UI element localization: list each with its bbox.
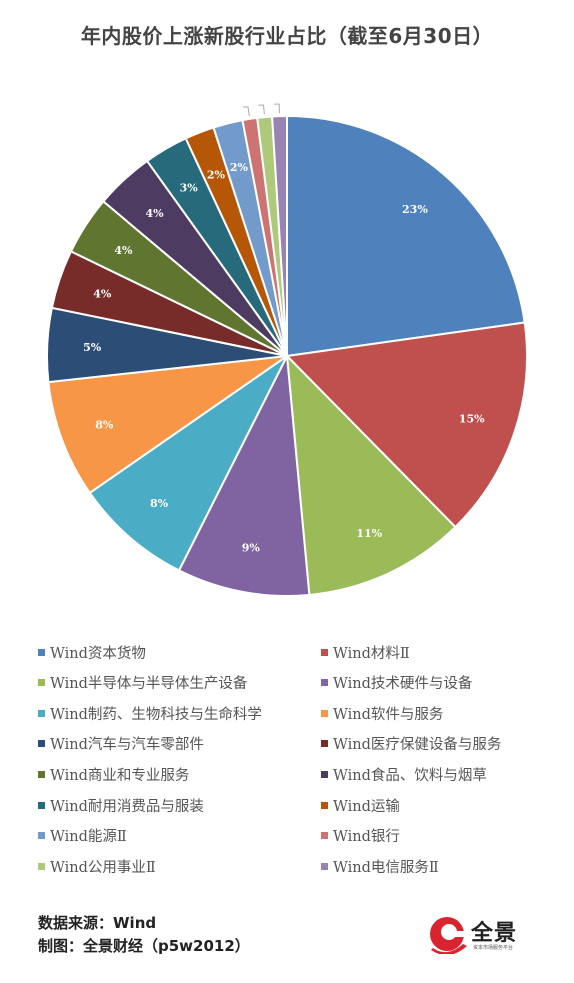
legend-item: Wind公用事业Ⅱ xyxy=(38,855,156,877)
legend-label: Wind资本货物 xyxy=(50,645,146,662)
slice-label: 8% xyxy=(150,497,169,510)
legend-swatch xyxy=(321,801,328,809)
leader-line xyxy=(258,104,265,115)
legend-swatch xyxy=(38,709,45,717)
legend-item: Wind食品、饮料与烟草 xyxy=(321,763,487,785)
pie-slice xyxy=(284,321,528,529)
legend-label: Wind电信服务Ⅱ xyxy=(333,859,439,876)
legend-swatch xyxy=(38,832,45,840)
legend-label: Wind能源Ⅱ xyxy=(50,829,127,846)
leader-line xyxy=(242,106,250,117)
legend-item: Wind资本货物 xyxy=(38,641,146,663)
legend-swatch xyxy=(321,709,328,717)
legend-item: Wind医疗保健设备与服务 xyxy=(321,733,501,755)
pie-slice xyxy=(177,352,311,597)
legend-label: Wind技术硬件与设备 xyxy=(333,676,473,693)
legend-swatch xyxy=(321,862,328,870)
legend-swatch xyxy=(321,832,328,840)
legend-label: Wind运输 xyxy=(333,798,400,815)
legend-label: Wind材料Ⅱ xyxy=(333,645,410,662)
slice-label: 2% xyxy=(207,168,226,181)
legend-item: Wind能源Ⅱ xyxy=(38,825,127,847)
legend-label: Wind公用事业Ⅱ xyxy=(50,859,156,876)
pie-slice xyxy=(47,355,288,495)
pie-chart: 23% 15% 11% 9% 8% 8% 5% 4% 4% 4% 3% 2% 2% xyxy=(46,103,528,597)
legend-label: Wind食品、饮料与烟草 xyxy=(333,767,487,784)
logo-mark-icon xyxy=(430,917,469,954)
legend-swatch xyxy=(321,648,328,656)
legend-item: Wind电信服务Ⅱ xyxy=(321,855,439,877)
legend-swatch xyxy=(38,862,45,870)
legend-swatch xyxy=(321,740,328,748)
pie-slice xyxy=(285,353,457,597)
pie-slice xyxy=(271,114,288,357)
slice-label: 4% xyxy=(146,207,165,220)
legend-label: Wind医疗保健设备与服务 xyxy=(333,737,502,754)
legend-item: Wind制药、生物科技与生命科学 xyxy=(38,702,262,724)
legend-item: Wind商业和专业服务 xyxy=(38,763,189,785)
slice-label: 8% xyxy=(95,418,114,431)
source-note: 数据来源：Wind xyxy=(38,914,157,932)
legend-label: Wind银行 xyxy=(333,829,400,846)
legend-label: Wind半导体与半导体生产设备 xyxy=(50,676,248,693)
slice-label: 9% xyxy=(242,542,261,555)
slice-label: 15% xyxy=(459,413,485,426)
slice-label: 4% xyxy=(93,287,112,300)
legend-swatch xyxy=(38,740,45,748)
legend-item: Wind耐用消费品与服装 xyxy=(38,794,204,816)
slice-label: 4% xyxy=(114,244,133,257)
legend-item: Wind汽车与汽车零部件 xyxy=(38,733,204,755)
slice-label: 2% xyxy=(230,161,249,174)
leader-line xyxy=(274,103,280,114)
slice-label: 5% xyxy=(83,341,102,354)
legend-item: Wind技术硬件与设备 xyxy=(321,672,472,694)
chart-title: 年内股价上涨新股行业占比（截至6月30日） xyxy=(80,24,494,48)
legend-label: Wind耐用消费品与服装 xyxy=(50,798,204,815)
footer: 数据来源：Wind 制图：全景财经（p5w2012） xyxy=(38,912,250,958)
legend-swatch xyxy=(38,801,45,809)
legend-swatch xyxy=(38,770,45,778)
slice-label: 11% xyxy=(356,527,382,540)
legend-label: Wind商业和专业服务 xyxy=(50,767,190,784)
legend-swatch xyxy=(321,770,328,778)
legend-swatch xyxy=(38,648,45,656)
slice-label: 3% xyxy=(180,182,199,195)
legend-label: Wind汽车与汽车零部件 xyxy=(50,737,204,754)
legend-swatch xyxy=(38,679,45,687)
slice-label: 23% xyxy=(402,203,428,216)
maker-note: 制图：全景财经（p5w2012） xyxy=(38,937,250,955)
logo-name: 全景 xyxy=(471,921,518,946)
legend-swatch xyxy=(321,679,328,687)
legend-item: Wind银行 xyxy=(321,825,400,847)
legend-item: Wind运输 xyxy=(321,794,400,816)
logo-subtitle: 资本市场服务平台 xyxy=(473,945,514,951)
legend-item: Wind材料Ⅱ xyxy=(321,641,410,663)
brand-logo: 全景 资本市场服务平台 xyxy=(427,914,537,954)
pie-slice xyxy=(286,114,526,358)
legend-label: Wind制药、生物科技与生命科学 xyxy=(50,706,262,723)
legend-item: Wind半导体与半导体生产设备 xyxy=(38,672,247,694)
legend-item: Wind软件与服务 xyxy=(321,702,443,724)
pie-slice xyxy=(88,355,288,572)
legend-label: Wind软件与服务 xyxy=(333,706,444,723)
